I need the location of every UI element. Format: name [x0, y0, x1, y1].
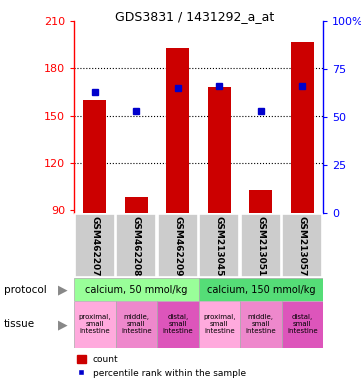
Text: protocol: protocol [4, 285, 46, 295]
Bar [282, 214, 322, 277]
Bar [157, 301, 199, 348]
Text: GSM462207: GSM462207 [90, 215, 99, 276]
Bar [74, 301, 116, 348]
Text: GSM213057: GSM213057 [298, 215, 307, 276]
Text: tissue: tissue [4, 319, 35, 329]
Bar [74, 278, 199, 301]
Bar [199, 278, 323, 301]
Bar [208, 87, 231, 213]
Bar [249, 190, 272, 213]
Bar [199, 214, 239, 277]
Bar [125, 197, 148, 213]
Bar [166, 48, 189, 213]
Text: calcium, 50 mmol/kg: calcium, 50 mmol/kg [85, 285, 187, 295]
Bar [282, 301, 323, 348]
Text: GSM462209: GSM462209 [173, 215, 182, 276]
Legend: count, percentile rank within the sample: count, percentile rank within the sample [77, 355, 246, 377]
Bar [83, 100, 106, 213]
Text: ▶: ▶ [58, 318, 68, 331]
Text: GSM213051: GSM213051 [256, 216, 265, 276]
Text: GSM462208: GSM462208 [132, 215, 141, 276]
Text: GDS3831 / 1431292_a_at: GDS3831 / 1431292_a_at [115, 10, 275, 23]
Text: ▶: ▶ [58, 283, 68, 296]
Text: proximal,
small
intestine: proximal, small intestine [203, 314, 236, 334]
Text: distal,
small
intestine: distal, small intestine [287, 314, 318, 334]
Text: middle,
small
intestine: middle, small intestine [245, 314, 276, 334]
Text: proximal,
small
intestine: proximal, small intestine [78, 314, 111, 334]
Bar [75, 214, 115, 277]
Bar [199, 301, 240, 348]
Bar [158, 214, 198, 277]
Bar [116, 301, 157, 348]
Bar [241, 214, 281, 277]
Bar [116, 214, 156, 277]
Bar [291, 41, 314, 213]
Text: GSM213045: GSM213045 [215, 215, 224, 276]
Bar [240, 301, 282, 348]
Text: distal,
small
intestine: distal, small intestine [162, 314, 193, 334]
Text: middle,
small
intestine: middle, small intestine [121, 314, 152, 334]
Text: calcium, 150 mmol/kg: calcium, 150 mmol/kg [206, 285, 315, 295]
